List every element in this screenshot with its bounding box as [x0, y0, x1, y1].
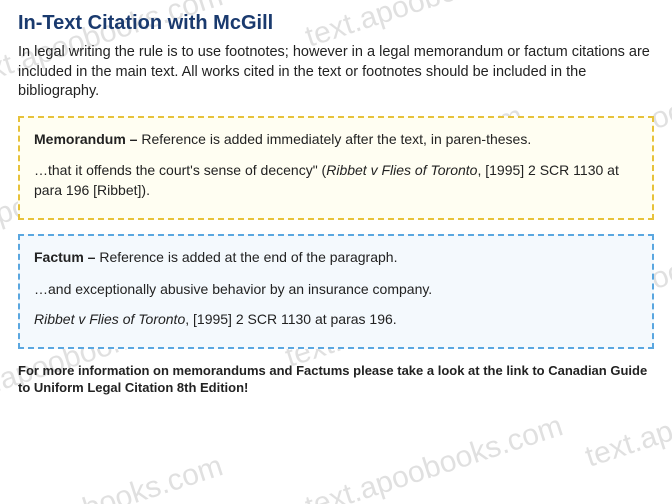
factum-case-name: Ribbet v Flies of Toronto	[34, 311, 185, 327]
memorandum-box: Memorandum – Reference is added immediat…	[18, 116, 654, 221]
factum-lead-text: Reference is added at the end of the par…	[95, 249, 397, 265]
intro-paragraph: In legal writing the rule is to use foot…	[18, 43, 654, 102]
memorandum-example-pre: …that it offends the court's sense of de…	[34, 162, 326, 178]
memorandum-case-name: Ribbet v Flies of Toronto	[326, 162, 477, 178]
footer-note: For more information on memorandums and …	[18, 363, 654, 397]
page-title: In-Text Citation with McGill	[18, 12, 654, 35]
factum-example-line1: …and exceptionally abusive behavior by a…	[34, 280, 638, 300]
memorandum-lead: Memorandum – Reference is added immediat…	[34, 130, 638, 150]
factum-label: Factum –	[34, 249, 95, 265]
memorandum-example: …that it offends the court's sense of de…	[34, 161, 638, 200]
factum-lead: Factum – Reference is added at the end o…	[34, 248, 638, 268]
watermark-text: text.apoobooks.com	[301, 409, 567, 504]
factum-box: Factum – Reference is added at the end o…	[18, 234, 654, 349]
memorandum-label: Memorandum –	[34, 131, 137, 147]
memorandum-lead-text: Reference is added immediately after the…	[137, 131, 531, 147]
factum-example-line2: Ribbet v Flies of Toronto, [1995] 2 SCR …	[34, 310, 638, 330]
factum-citation-tail: , [1995] 2 SCR 1130 at paras 196.	[185, 311, 396, 327]
watermark-text: text.apoobooks.com	[0, 449, 227, 504]
document-page: In-Text Citation with McGill In legal wr…	[0, 0, 672, 407]
